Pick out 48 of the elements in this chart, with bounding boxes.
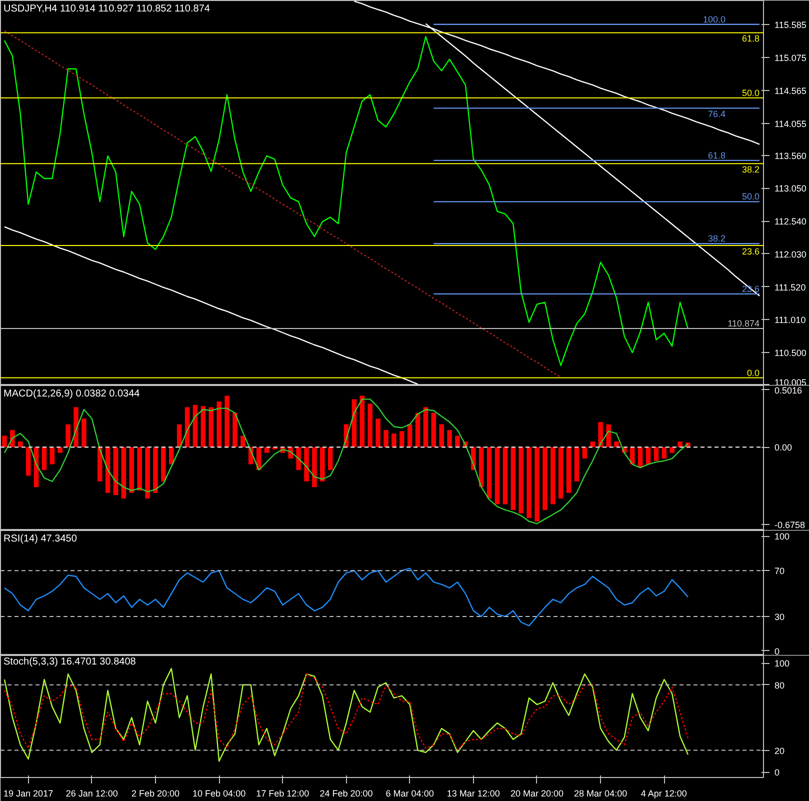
- x-tick-label: 28 Mar 04:00: [574, 788, 628, 798]
- annotation: 61.8: [708, 150, 726, 160]
- y-tick-label: 115.075: [774, 53, 806, 64]
- x-tick-label: 17 Feb 12:00: [256, 788, 310, 798]
- y-tick-label: 111.010: [774, 315, 806, 326]
- y-tick-label: 113.560: [774, 150, 806, 161]
- y-tick-label: -0.6758: [774, 520, 806, 530]
- x-tick-label: 2 Feb 20:00: [131, 788, 180, 798]
- x-tick-label: 4 Apr 12:00: [640, 788, 687, 798]
- y-tick-label: 70: [774, 566, 785, 576]
- annotation: 76.4: [708, 109, 726, 120]
- y-tick-label: 30: [774, 612, 785, 622]
- y-tick-label: 100: [774, 658, 790, 669]
- chart-title: MACD(12,26,9) 0.0382 0.0344: [4, 388, 140, 400]
- y-tick-label: 100: [774, 532, 790, 542]
- annotation: 100.0: [702, 14, 726, 24]
- y-tick-label: 112.540: [774, 216, 806, 227]
- annotation: 23.6: [742, 246, 760, 257]
- annotation: 38.2: [742, 164, 760, 175]
- y-tick-label: 0: [774, 768, 780, 778]
- ref-line-label: 110.874: [728, 318, 760, 328]
- x-tick-label: 20 Mar 20:00: [510, 788, 564, 798]
- y-tick-label: 111.520: [774, 282, 806, 292]
- annotation: 50.0: [742, 192, 760, 202]
- y-tick-label: 114.565: [774, 86, 806, 96]
- chart-title: RSI(14) 47.3450: [4, 534, 78, 544]
- y-tick-label: 0: [774, 646, 780, 656]
- chart-title: Stoch(5,3,3) 16.4701 30.8408: [4, 656, 136, 668]
- annotation: 61.8: [742, 34, 760, 44]
- y-tick-label: 20: [774, 746, 785, 756]
- annotation: 38.2: [708, 234, 726, 244]
- x-tick-label: 13 Mar 12:00: [446, 788, 500, 798]
- annotation: 50.0: [742, 88, 760, 98]
- x-tick-label: 24 Feb 20:00: [320, 788, 373, 798]
- x-tick-label: 10 Feb 04:00: [192, 788, 246, 798]
- y-tick-label: 110.500: [774, 348, 806, 358]
- y-tick-label: 112.030: [774, 249, 806, 260]
- y-tick-label: 0.5016: [774, 385, 802, 396]
- x-tick-label: 6 Mar 04:00: [386, 788, 434, 798]
- y-tick-label: 80: [774, 680, 785, 690]
- y-tick-label: 115.585: [774, 20, 806, 30]
- y-tick-label: 113.050: [774, 184, 806, 194]
- chart-title: USDJPY,H4 110.914 110.927 110.852 110.874: [4, 4, 210, 14]
- annotation: 0.0: [746, 368, 760, 378]
- y-tick-label: 0.00: [774, 442, 792, 453]
- x-tick-label: 26 Jan 12:00: [66, 788, 118, 798]
- x-tick-label: 19 Jan 2017: [4, 788, 54, 798]
- y-tick-label: 114.055: [774, 118, 806, 129]
